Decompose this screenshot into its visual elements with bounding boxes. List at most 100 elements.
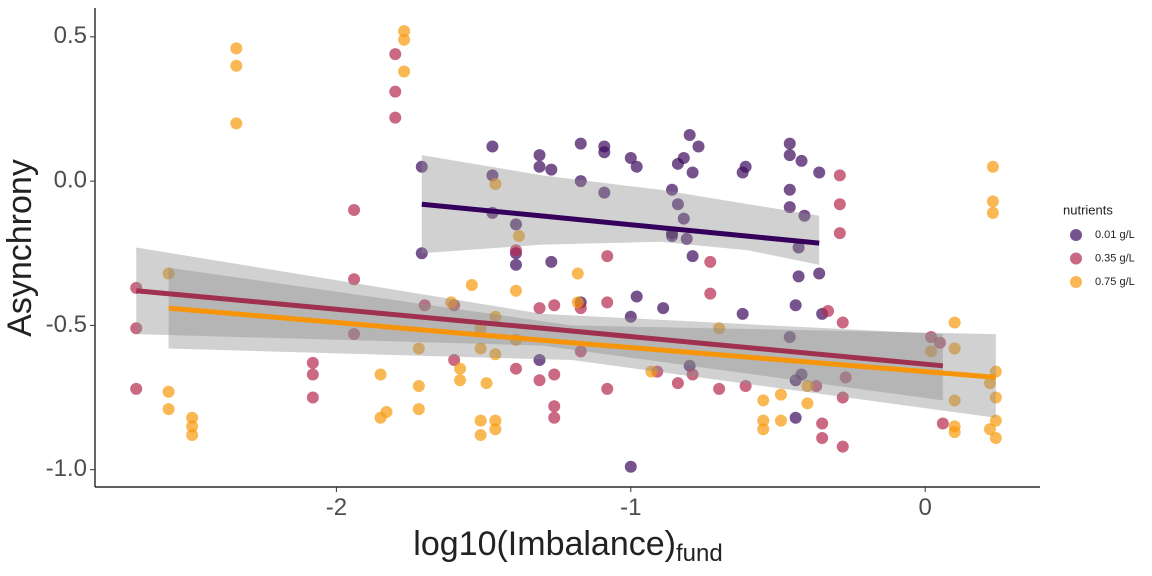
point — [509, 362, 522, 375]
point — [186, 429, 199, 442]
point — [162, 403, 175, 416]
point — [948, 316, 961, 329]
point — [348, 273, 361, 286]
point — [989, 365, 1002, 378]
point — [948, 342, 961, 355]
point — [574, 175, 587, 188]
point — [671, 377, 684, 390]
point — [412, 342, 425, 355]
point — [933, 336, 946, 349]
x-tick-label: -1 — [620, 494, 641, 521]
fit-line — [135, 288, 944, 369]
point — [389, 111, 402, 124]
y-tick-label: 0.0 — [54, 166, 87, 193]
point — [836, 440, 849, 453]
point — [795, 154, 808, 167]
point — [645, 365, 658, 378]
point — [486, 140, 499, 153]
fit-line — [421, 201, 820, 246]
point — [545, 255, 558, 268]
point — [822, 304, 835, 317]
point — [836, 316, 849, 329]
point — [489, 310, 502, 323]
point — [836, 391, 849, 404]
point — [533, 354, 546, 367]
point — [783, 330, 796, 343]
point — [833, 169, 846, 182]
point — [630, 290, 643, 303]
point — [783, 183, 796, 196]
point — [412, 380, 425, 393]
point — [571, 267, 584, 280]
point — [548, 299, 561, 312]
point — [445, 296, 458, 309]
point — [757, 394, 770, 407]
point — [925, 345, 938, 358]
point — [186, 420, 199, 433]
point — [757, 423, 770, 436]
legend-title: nutrients — [1063, 202, 1113, 217]
point — [624, 310, 637, 323]
point — [677, 212, 690, 225]
point — [509, 218, 522, 231]
legend-swatch — [1070, 229, 1082, 241]
point — [489, 414, 502, 427]
x-axis-title: log10(Imbalance)fund — [413, 525, 722, 567]
point — [624, 152, 637, 165]
point — [398, 33, 411, 46]
point — [666, 183, 679, 196]
point — [533, 160, 546, 173]
point — [789, 411, 802, 424]
point — [801, 397, 814, 410]
point — [789, 299, 802, 312]
point — [989, 431, 1002, 444]
point — [415, 160, 428, 173]
confidence-band — [136, 247, 943, 401]
point — [306, 356, 319, 369]
point — [692, 140, 705, 153]
point — [783, 137, 796, 150]
point — [948, 426, 961, 439]
point — [374, 368, 387, 381]
point — [798, 209, 811, 222]
point — [418, 299, 431, 312]
point — [813, 166, 826, 179]
point — [624, 460, 637, 473]
point — [509, 244, 522, 257]
point — [683, 128, 696, 141]
point — [533, 302, 546, 315]
point — [666, 229, 679, 242]
point — [839, 371, 852, 384]
point — [983, 423, 996, 436]
point — [739, 380, 752, 393]
point — [925, 330, 938, 343]
point — [380, 405, 393, 418]
point — [598, 146, 611, 159]
point — [574, 345, 587, 358]
x-tick-label: -2 — [326, 494, 347, 521]
point — [186, 411, 199, 424]
legend-swatch — [1070, 252, 1082, 265]
point — [130, 382, 143, 395]
point — [398, 25, 411, 38]
point — [810, 380, 823, 393]
point — [601, 250, 614, 263]
point — [686, 166, 699, 179]
point — [533, 374, 546, 387]
point — [465, 279, 478, 292]
point — [948, 394, 961, 407]
point — [713, 382, 726, 395]
point — [704, 255, 717, 268]
point — [509, 258, 522, 271]
point — [389, 85, 402, 98]
point — [983, 377, 996, 390]
point — [598, 186, 611, 199]
point — [936, 417, 949, 430]
point — [130, 322, 143, 335]
point — [671, 198, 684, 211]
point — [474, 429, 487, 442]
point — [783, 201, 796, 214]
point — [816, 417, 829, 430]
point — [792, 270, 805, 283]
point — [415, 247, 428, 260]
